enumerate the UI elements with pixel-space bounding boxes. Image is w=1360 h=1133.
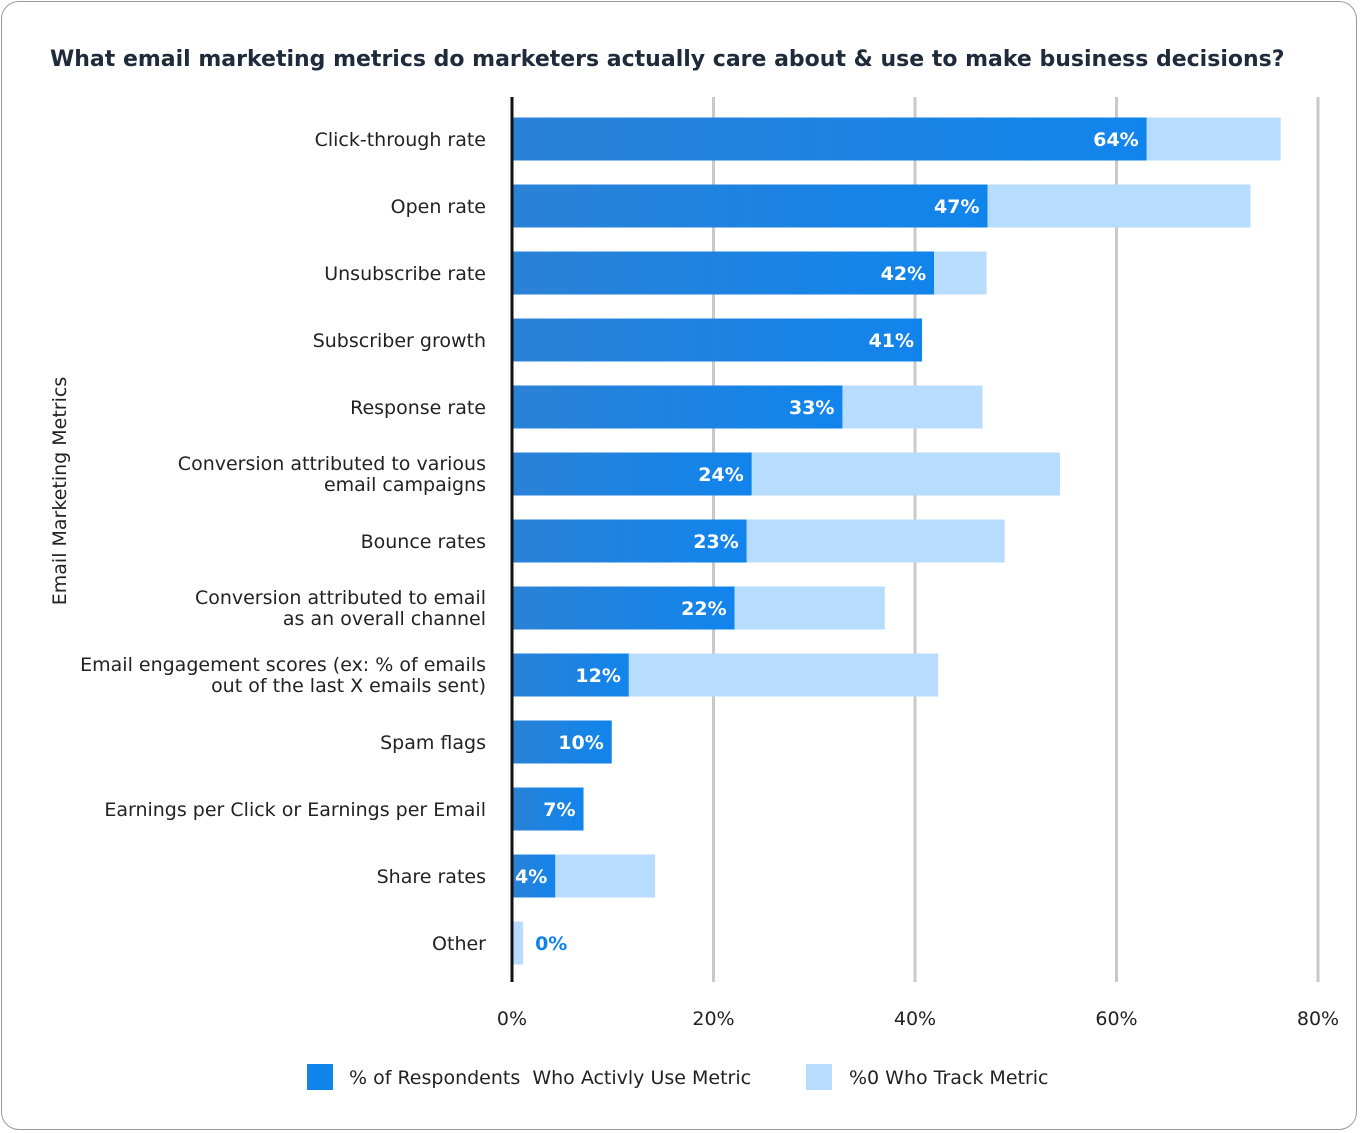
bar-active-use — [512, 251, 935, 295]
category-label: Bounce rates — [361, 531, 486, 553]
value-label: 24% — [698, 464, 743, 486]
x-tick-label: 80% — [1297, 1008, 1339, 1030]
bar-active-use — [512, 117, 1147, 161]
category-label: Share rates — [377, 866, 486, 888]
category-label: Email engagement scores (ex: % of emails… — [80, 654, 486, 697]
category-labels: Click-through rate Open rate Unsubscribe r… — [80, 129, 486, 955]
value-label: 23% — [693, 531, 738, 553]
bar-track — [555, 854, 656, 898]
legend-label: %0 Who Track Metric — [849, 1067, 1049, 1089]
bars — [512, 117, 1281, 965]
bar-active-use — [512, 787, 584, 831]
value-label: 4% — [515, 866, 547, 888]
category-label: Subscriber growth — [313, 330, 486, 352]
bar-track — [751, 452, 1061, 496]
bar-active-use — [512, 854, 556, 898]
legend: % of Respondents Who Activly Use Metric%… — [307, 1064, 1049, 1090]
bar-active-use — [512, 452, 752, 496]
value-label: 22% — [681, 598, 726, 620]
bar-track — [934, 251, 987, 295]
bar-active-use — [512, 720, 612, 764]
value-label: 7% — [543, 799, 575, 821]
bar-active-use — [512, 586, 735, 630]
value-label: 64% — [1093, 129, 1138, 151]
x-tick-label: 40% — [894, 1008, 936, 1030]
bar-track — [512, 921, 524, 965]
bar-active-use — [512, 385, 843, 429]
category-label: Click-through rate — [315, 129, 486, 151]
category-label: Earnings per Click or Earnings per Email — [104, 799, 486, 821]
category-label: Conversion attributed to email as an over… — [195, 587, 486, 630]
value-label: 12% — [575, 665, 620, 687]
legend-swatch — [806, 1064, 832, 1090]
legend-label: % of Respondents Who Activly Use Metric — [349, 1067, 751, 1089]
value-label: 0% — [535, 933, 567, 955]
value-labels: 64% 47% 42% 41% 33% 24% 23% 22% 12% 10% 7% 4% 0% — [515, 129, 1139, 955]
value-label: 33% — [789, 397, 834, 419]
x-tick-label: 0% — [497, 1008, 527, 1030]
category-label: Response rate — [350, 397, 486, 419]
x-tick-label: 20% — [692, 1008, 734, 1030]
bar-track — [842, 385, 983, 429]
chart-title: What email marketing metrics do marketer… — [50, 47, 1285, 72]
value-label: 42% — [881, 263, 926, 285]
category-label: Conversion attributed to various email ca… — [178, 453, 486, 496]
x-tick-label: 60% — [1095, 1008, 1137, 1030]
bar-track — [746, 519, 1005, 563]
bar-track — [628, 653, 939, 697]
bar-active-use — [512, 318, 923, 362]
legend-swatch — [307, 1064, 333, 1090]
bar-track — [987, 184, 1251, 228]
bar-track — [734, 586, 885, 630]
value-label: 47% — [934, 196, 979, 218]
category-label: Spam flags — [380, 732, 486, 754]
y-axis-title: Email Marketing Metrics — [49, 377, 71, 605]
value-label: 10% — [558, 732, 603, 754]
bar-track — [1146, 117, 1281, 161]
category-label: Open rate — [391, 196, 486, 218]
category-label: Unsubscribe rate — [324, 263, 486, 285]
category-label: Other — [432, 933, 486, 955]
value-label: 41% — [869, 330, 914, 352]
x-axis-ticks: 0% 20% 40% 60% 80% — [497, 1008, 1339, 1030]
bar-active-use — [512, 184, 988, 228]
bar-active-use — [512, 653, 629, 697]
bar-active-use — [512, 519, 747, 563]
